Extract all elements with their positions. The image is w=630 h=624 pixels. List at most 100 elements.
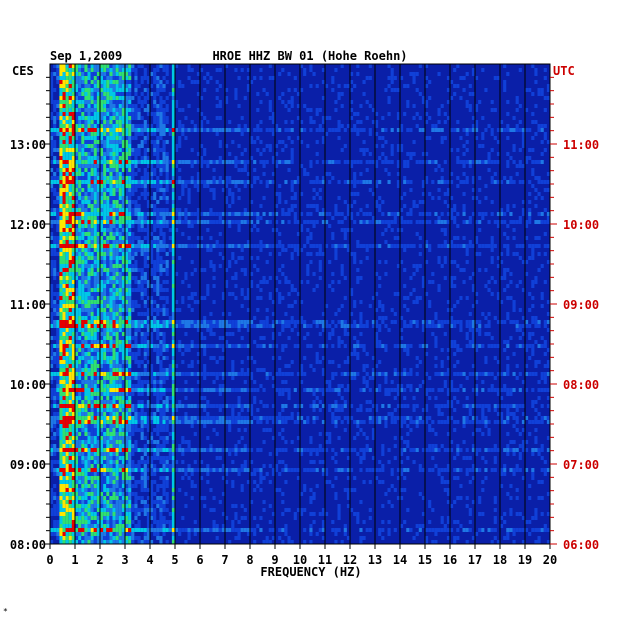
heatmap-cell xyxy=(165,372,169,376)
heatmap-cell xyxy=(393,212,397,216)
heatmap-cell xyxy=(306,144,310,148)
heatmap-cell xyxy=(59,380,63,384)
heatmap-cell xyxy=(75,216,79,220)
heatmap-cell xyxy=(446,220,451,224)
heatmap-cell xyxy=(137,160,141,164)
heatmap-cell xyxy=(481,212,485,216)
heatmap-cell xyxy=(81,312,85,316)
heatmap-cell xyxy=(93,68,97,72)
heatmap-cell xyxy=(153,376,157,380)
heatmap-cell xyxy=(193,184,197,188)
heatmap-cell xyxy=(81,156,85,160)
heatmap-cell xyxy=(65,252,69,256)
heatmap-cell xyxy=(121,328,126,332)
heatmap-cell xyxy=(100,144,104,148)
heatmap-cell xyxy=(221,188,226,192)
heatmap-cell xyxy=(75,252,79,256)
heatmap-cell xyxy=(290,196,294,200)
heatmap-cell xyxy=(75,284,79,288)
heatmap-cell xyxy=(115,156,119,160)
heatmap-cell xyxy=(128,80,132,84)
heatmap-cell xyxy=(381,308,385,312)
heatmap-cell xyxy=(115,268,119,272)
heatmap-cell xyxy=(103,236,107,240)
heatmap-cell xyxy=(334,160,338,164)
heatmap-cell xyxy=(156,260,160,264)
heatmap-cell xyxy=(506,340,510,344)
heatmap-cell xyxy=(487,124,491,128)
heatmap-cell xyxy=(90,304,94,308)
heatmap-cell xyxy=(106,300,110,304)
heatmap-cell xyxy=(121,256,126,260)
heatmap-cell xyxy=(81,224,85,228)
heatmap-cell xyxy=(534,316,538,320)
heatmap-cell xyxy=(81,180,85,184)
heatmap-cell xyxy=(131,232,135,236)
heatmap-cell xyxy=(450,276,454,280)
heatmap-cell xyxy=(118,364,122,368)
heatmap-cell xyxy=(134,304,138,308)
heatmap-cell xyxy=(50,260,54,264)
heatmap-cell xyxy=(118,224,122,228)
heatmap-cell xyxy=(478,160,482,164)
heatmap-cell xyxy=(406,348,410,352)
heatmap-cell xyxy=(90,276,94,280)
heatmap-cell xyxy=(159,164,163,168)
heatmap-cell xyxy=(115,152,119,156)
heatmap-cell xyxy=(203,324,207,328)
heatmap-cell xyxy=(521,332,526,336)
heatmap-cell xyxy=(184,320,188,324)
heatmap-cell xyxy=(478,188,482,192)
heatmap-cell xyxy=(156,80,160,84)
heatmap-cell xyxy=(206,244,210,248)
heatmap-cell xyxy=(93,248,97,252)
heatmap-cell xyxy=(131,372,135,376)
heatmap-cell xyxy=(515,220,519,224)
heatmap-cell xyxy=(334,108,338,112)
heatmap-cell xyxy=(156,312,160,316)
heatmap-cell xyxy=(337,180,341,184)
heatmap-cell xyxy=(140,276,144,280)
heatmap-cell xyxy=(225,96,229,100)
heatmap-cell xyxy=(543,320,547,324)
heatmap-cell xyxy=(90,80,94,84)
heatmap-cell xyxy=(121,356,126,360)
heatmap-cell xyxy=(62,300,66,304)
heatmap-cell xyxy=(90,140,94,144)
heatmap-cell xyxy=(59,276,63,280)
heatmap-cell xyxy=(534,236,538,240)
heatmap-cell xyxy=(471,72,476,76)
heatmap-cell xyxy=(306,212,310,216)
heatmap-cell xyxy=(356,160,360,164)
heatmap-cell xyxy=(128,152,132,156)
heatmap-cell xyxy=(65,364,69,368)
heatmap-cell xyxy=(109,352,113,356)
heatmap-cell xyxy=(153,128,157,132)
heatmap-cell xyxy=(93,164,97,168)
heatmap-cell xyxy=(81,96,85,100)
heatmap-cell xyxy=(96,272,101,276)
heatmap-cell xyxy=(331,76,335,80)
heatmap-cell xyxy=(337,212,341,216)
heatmap-cell xyxy=(121,148,126,152)
heatmap-cell xyxy=(434,316,438,320)
heatmap-cell xyxy=(200,128,204,132)
heatmap-cell xyxy=(506,312,510,316)
heatmap-cell xyxy=(465,248,469,252)
heatmap-cell xyxy=(112,240,116,244)
heatmap-cell xyxy=(103,112,107,116)
heatmap-cell xyxy=(415,220,419,224)
heatmap-cell xyxy=(84,256,88,260)
heatmap-cell xyxy=(162,112,166,116)
heatmap-cell xyxy=(471,364,476,368)
heatmap-cell xyxy=(106,252,110,256)
heatmap-cell xyxy=(59,104,63,108)
heatmap-cell xyxy=(143,100,147,104)
heatmap-cell xyxy=(256,124,260,128)
heatmap-cell xyxy=(203,152,207,156)
heatmap-cell xyxy=(100,188,104,192)
heatmap-cell xyxy=(121,184,126,188)
heatmap-cell xyxy=(84,248,88,252)
heatmap-cell xyxy=(71,324,76,328)
heatmap-cell xyxy=(521,316,526,320)
